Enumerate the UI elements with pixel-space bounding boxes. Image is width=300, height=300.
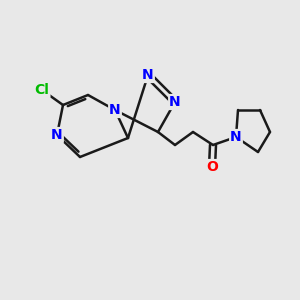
Text: O: O — [206, 160, 218, 174]
Text: N: N — [142, 68, 154, 82]
Text: Cl: Cl — [34, 83, 50, 97]
Text: N: N — [51, 128, 63, 142]
Text: N: N — [109, 103, 121, 117]
Text: N: N — [169, 95, 181, 109]
Text: N: N — [230, 130, 242, 144]
